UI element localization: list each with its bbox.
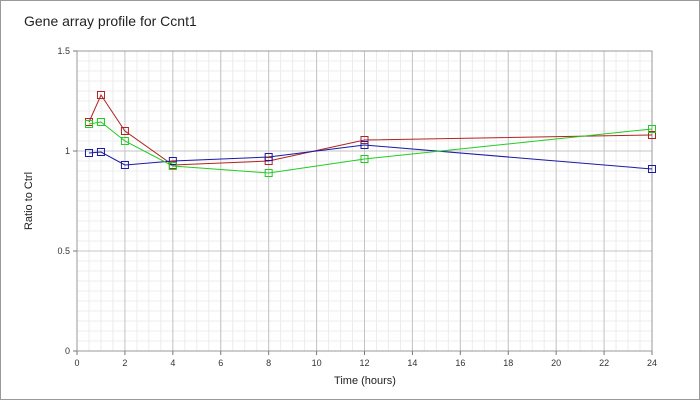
series-2-point <box>120 161 129 169</box>
series-2-point <box>96 148 105 156</box>
x-tick-label: 16 <box>455 358 465 368</box>
x-axis-ticks: 0 2 4 6 8 10 12 14 16 18 20 22 24 <box>74 351 657 368</box>
x-tick-label: 10 <box>312 358 322 368</box>
series-line-3 <box>88 121 653 174</box>
x-tick-label: 12 <box>359 358 369 368</box>
series-3-point <box>84 120 93 128</box>
series-1-point <box>120 127 129 135</box>
series-2-point <box>264 153 273 161</box>
series-2-point <box>168 157 177 165</box>
y-axis-ticks: 0 0.5 1 1.5 <box>57 46 77 356</box>
chart-title: Gene array profile for Ccnt1 <box>24 13 197 29</box>
y-axis-label: Ratio to Ctrl <box>23 172 35 230</box>
x-tick-label: 4 <box>170 358 175 368</box>
x-tick-label: 20 <box>551 358 561 368</box>
y-tick-label: 0.5 <box>57 246 70 256</box>
series-1-point <box>96 91 105 99</box>
x-tick-label: 22 <box>599 358 609 368</box>
series-3-point <box>120 137 129 145</box>
series-2-point <box>84 149 93 157</box>
series-1-point <box>648 131 656 139</box>
x-tick-label: 0 <box>74 358 79 368</box>
series-3-point <box>648 125 656 133</box>
series-3-point <box>96 118 105 126</box>
x-tick-label: 18 <box>503 358 513 368</box>
series-2-point <box>360 141 369 149</box>
x-axis-label: Time (hours) <box>334 375 396 387</box>
series-1-point <box>360 136 369 144</box>
x-tick-label: 2 <box>122 358 127 368</box>
y-tick-label: 1 <box>65 146 70 156</box>
series-3-point <box>168 162 177 170</box>
x-tick-label: 8 <box>266 358 271 368</box>
series-2-point <box>648 165 656 173</box>
series-3-point <box>264 169 273 177</box>
y-tick-label: 1.5 <box>57 46 70 56</box>
x-tick-label: 14 <box>407 358 417 368</box>
x-tick-label: 24 <box>647 358 657 368</box>
series-3-point <box>360 155 369 163</box>
y-tick-label: 0 <box>65 346 70 356</box>
x-tick-label: 6 <box>218 358 223 368</box>
series-markers <box>84 91 656 177</box>
series-line-1 <box>88 93 653 166</box>
